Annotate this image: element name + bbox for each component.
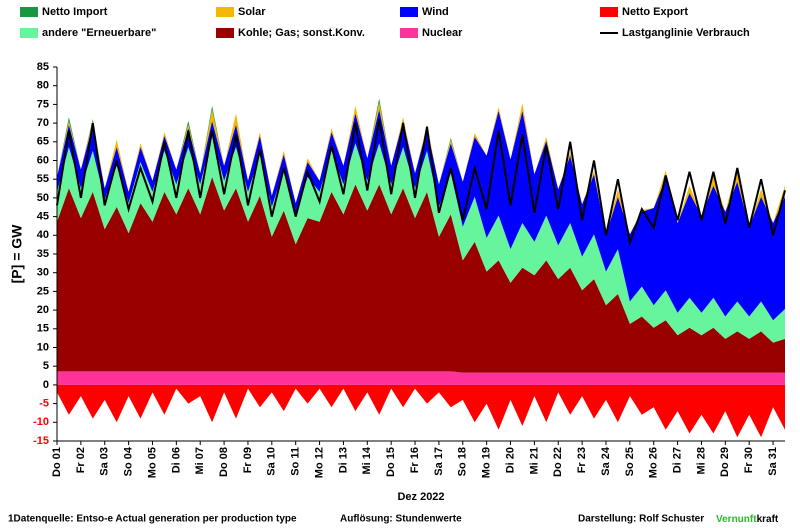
legend-swatch — [20, 7, 38, 17]
footer-author: Darstellung: Rolf Schuster — [578, 514, 704, 525]
legend-swatch — [216, 7, 234, 17]
x-tick-label: Sa 31 — [767, 447, 779, 476]
x-tick-label: Mi 28 — [695, 447, 707, 475]
legend-label: Solar — [238, 6, 266, 18]
x-tick-label: Fr 09 — [242, 447, 254, 473]
x-tick-label: Sa 24 — [600, 446, 612, 476]
load-line — [56, 119, 786, 247]
x-axis-label: Dez 2022 — [397, 491, 444, 503]
x-tick-label: Mo 05 — [146, 447, 158, 478]
x-tick-label: So 25 — [624, 447, 636, 476]
legend-label: Wind — [422, 6, 449, 18]
x-tick-label: Mi 21 — [528, 447, 540, 475]
y-tick-label: 0 — [43, 379, 49, 391]
x-tick-label: Do 22 — [552, 447, 564, 477]
x-tick-label: So 11 — [290, 447, 302, 476]
y-tick-label: 50 — [37, 192, 49, 204]
x-tick-label: Di 13 — [337, 447, 349, 473]
y-tick-label: 80 — [37, 80, 49, 92]
x-tick-label: Sa 17 — [433, 447, 445, 476]
brand-b: kraft — [757, 514, 779, 525]
x-tick-label: Mi 14 — [361, 446, 373, 474]
legend-swatch — [400, 7, 418, 17]
x-tick-label: So 04 — [123, 446, 135, 476]
legend-swatch — [600, 7, 618, 17]
y-tick-label: 30 — [37, 267, 49, 279]
legend-label: andere "Erneuerbare" — [42, 27, 156, 39]
y-tick-label: 75 — [37, 98, 49, 110]
y-tick-label: -5 — [39, 398, 49, 410]
x-tick-label: Do 29 — [719, 447, 731, 477]
y-tick-label: 35 — [37, 248, 49, 260]
y-tick-label: 65 — [37, 136, 49, 148]
legend-label: Netto Import — [42, 6, 108, 18]
footer-source: 1Datenquelle: Entso-e Actual generation … — [8, 514, 297, 525]
y-tick-label: 15 — [37, 323, 49, 335]
y-tick-label: 40 — [37, 229, 49, 241]
x-tick-label: Mi 07 — [194, 447, 206, 475]
legend-swatch — [400, 28, 418, 38]
legend-swatch — [216, 28, 234, 38]
y-tick-label: 55 — [37, 173, 49, 185]
y-tick-label: 10 — [37, 341, 49, 353]
area-2 — [57, 109, 785, 321]
area-6 — [57, 371, 785, 385]
legend-label: Netto Export — [622, 6, 688, 18]
y-tick-label: -10 — [33, 416, 49, 428]
area-5 — [57, 177, 785, 373]
y-tick-label: 60 — [37, 154, 49, 166]
y-tick-label: -15 — [33, 435, 49, 447]
y-tick-label: 25 — [37, 285, 49, 297]
x-tick-label: Di 20 — [504, 447, 516, 473]
x-tick-label: Mo 12 — [313, 447, 325, 478]
x-tick-label: Mo 19 — [481, 447, 493, 478]
x-tick-label: Sa 03 — [99, 447, 111, 476]
footer-resolution: Auflösung: Stundenwerte — [340, 514, 462, 525]
x-tick-label: Fr 02 — [75, 447, 87, 473]
x-tick-label: Di 06 — [170, 447, 182, 473]
x-tick-label: Do 08 — [218, 447, 230, 477]
area-1 — [57, 102, 785, 235]
x-tick-label: Mo 26 — [648, 447, 660, 478]
y-tick-label: 85 — [37, 61, 49, 73]
legend-label: Nuclear — [422, 27, 463, 39]
area-3 — [57, 384, 785, 438]
x-tick-label: Fr 30 — [743, 447, 755, 473]
x-tick-label: Fr 23 — [576, 447, 588, 473]
y-tick-label: 70 — [37, 117, 49, 129]
legend-swatch — [20, 28, 38, 38]
footer-brand: Vernunftkraft — [716, 514, 779, 525]
legend-label: Lastganglinie Verbrauch — [622, 27, 750, 39]
x-tick-label: Do 15 — [385, 447, 397, 477]
legend-label: Kohle; Gas; sonst.Konv. — [238, 27, 365, 39]
x-tick-label: Sa 10 — [266, 447, 278, 476]
y-tick-label: 45 — [37, 211, 49, 223]
x-tick-label: Di 27 — [671, 447, 683, 473]
y-axis-label: [P] = GW — [9, 224, 25, 284]
x-tick-label: Fr 16 — [409, 447, 421, 473]
y-tick-label: 20 — [37, 304, 49, 316]
brand-a: Vernunft — [716, 514, 757, 525]
y-tick-label: 5 — [43, 360, 49, 372]
x-tick-label: Do 01 — [51, 447, 63, 477]
area-4 — [57, 135, 785, 343]
x-tick-label: So 18 — [457, 447, 469, 476]
